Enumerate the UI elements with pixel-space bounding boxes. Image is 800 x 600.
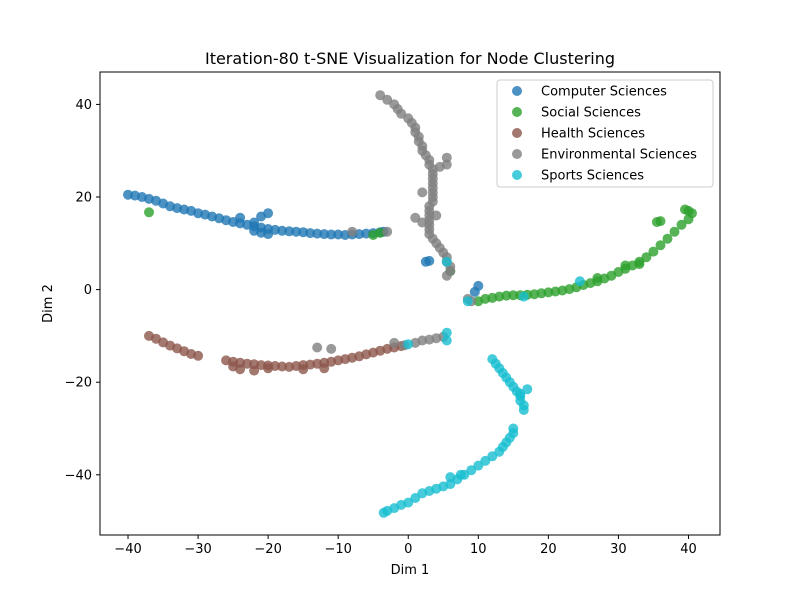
point-3-51 bbox=[389, 337, 400, 348]
y-tick-label: 40 bbox=[75, 98, 92, 113]
y-axis-ticks: −40 −20 0 20 40 bbox=[65, 98, 100, 483]
legend-marker bbox=[512, 107, 522, 117]
x-tick-label: 20 bbox=[540, 542, 557, 557]
point-3-47 bbox=[382, 226, 393, 237]
point-4-11 bbox=[518, 405, 529, 415]
point-4-30 bbox=[417, 488, 428, 499]
point-4-39 bbox=[441, 327, 452, 338]
legend-label: Environmental Sciences bbox=[541, 148, 697, 163]
point-3-43 bbox=[417, 187, 428, 198]
point-3-40 bbox=[441, 152, 452, 163]
point-4-31 bbox=[410, 493, 421, 503]
point-1-37 bbox=[620, 260, 631, 271]
point-1-36 bbox=[634, 259, 645, 270]
point-1-24 bbox=[641, 252, 652, 263]
point-0-29 bbox=[326, 229, 337, 240]
x-tick-label: 40 bbox=[680, 542, 697, 557]
point-0-46 bbox=[420, 256, 431, 267]
x-axis-ticks: −40 −30 −20 −10 0 10 20 30 40 bbox=[114, 535, 697, 557]
x-axis-label: Dim 1 bbox=[391, 563, 430, 578]
point-2-36 bbox=[263, 363, 274, 374]
point-4-13 bbox=[522, 384, 533, 395]
point-4-42 bbox=[574, 276, 585, 287]
point-4-40 bbox=[441, 335, 452, 346]
point-3-50 bbox=[312, 342, 323, 353]
points-layer bbox=[123, 90, 697, 518]
point-4-44 bbox=[462, 296, 473, 307]
legend-marker bbox=[512, 86, 522, 96]
x-tick-label: −20 bbox=[254, 542, 281, 557]
point-3-39 bbox=[441, 270, 452, 281]
legend-marker bbox=[512, 149, 522, 159]
point-4-41 bbox=[403, 339, 414, 350]
point-3-45 bbox=[417, 217, 428, 228]
x-tick-label: −10 bbox=[324, 542, 351, 557]
point-3-49 bbox=[326, 343, 337, 354]
point-0-48 bbox=[469, 286, 480, 297]
point-2-16 bbox=[277, 361, 288, 372]
point-1-28 bbox=[669, 226, 680, 237]
point-1-29 bbox=[676, 219, 687, 230]
point-0-41 bbox=[263, 208, 274, 219]
point-4-37 bbox=[445, 472, 456, 483]
y-axis-label: Dim 2 bbox=[41, 284, 56, 323]
point-4-36 bbox=[378, 507, 389, 518]
point-1-25 bbox=[648, 246, 659, 257]
legend-box bbox=[496, 79, 714, 188]
point-1-35 bbox=[651, 217, 662, 227]
point-3-42 bbox=[434, 161, 445, 172]
point-0-39 bbox=[249, 217, 260, 228]
legend-label: Social Sciences bbox=[541, 106, 641, 121]
y-tick-label: −20 bbox=[65, 376, 92, 391]
point-3-48 bbox=[347, 226, 358, 237]
point-0-22 bbox=[277, 225, 288, 236]
point-2-39 bbox=[319, 363, 330, 374]
point-1-27 bbox=[662, 233, 673, 244]
y-tick-label: 20 bbox=[75, 191, 92, 206]
x-tick-label: 0 bbox=[404, 542, 412, 557]
point-0-43 bbox=[249, 225, 260, 236]
point-0-38 bbox=[235, 212, 246, 223]
plot-frame bbox=[99, 71, 721, 536]
point-1-5 bbox=[508, 290, 519, 301]
x-tick-label: 30 bbox=[610, 542, 627, 557]
legend-marker bbox=[512, 128, 522, 138]
y-tick-label: −40 bbox=[65, 468, 92, 483]
legend-label: Health Sciences bbox=[541, 127, 645, 142]
point-4-38 bbox=[455, 469, 466, 480]
x-tick-label: −30 bbox=[184, 542, 211, 557]
x-tick-label: −40 bbox=[114, 542, 141, 557]
point-2-7 bbox=[193, 350, 204, 361]
chart-title: Iteration-80 t-SNE Visualization for Nod… bbox=[205, 49, 615, 68]
x-tick-label: 10 bbox=[470, 542, 487, 557]
point-4-43 bbox=[518, 291, 529, 302]
point-2-35 bbox=[249, 365, 260, 376]
point-1-38 bbox=[592, 273, 603, 283]
legend: Computer Sciences Social Sciences Health S… bbox=[496, 79, 714, 188]
point-3-44 bbox=[410, 212, 421, 223]
legend-label: Sports Sciences bbox=[541, 169, 644, 184]
point-4-45 bbox=[441, 256, 452, 267]
legend-marker bbox=[512, 170, 522, 180]
y-tick-label: 0 bbox=[84, 283, 92, 298]
point-2-37 bbox=[228, 361, 239, 372]
point-2-38 bbox=[298, 364, 309, 375]
point-1-39 bbox=[144, 207, 154, 218]
point-1-33 bbox=[680, 204, 690, 215]
point-4-21 bbox=[480, 455, 491, 466]
point-3-46 bbox=[431, 210, 442, 221]
point-1-26 bbox=[655, 240, 666, 251]
point-0-44 bbox=[263, 229, 274, 240]
legend-label: Computer Sciences bbox=[541, 85, 667, 100]
